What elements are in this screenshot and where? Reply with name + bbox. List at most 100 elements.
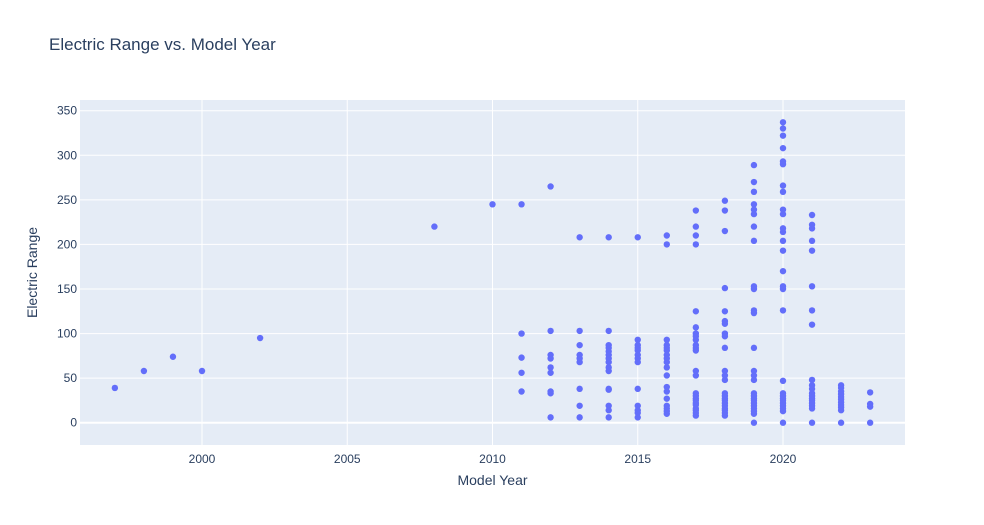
data-point [576, 341, 583, 349]
data-point [779, 377, 787, 385]
data-point [779, 237, 787, 245]
data-point [256, 334, 264, 342]
data-point [779, 144, 787, 152]
data-point [808, 385, 816, 393]
x-tick-label: 2000 [189, 452, 216, 466]
x-tick-label: 2010 [479, 452, 506, 466]
data-point [692, 223, 700, 230]
data-point [808, 247, 816, 254]
data-point [808, 307, 816, 314]
data-point [605, 402, 612, 409]
data-point [750, 206, 758, 213]
y-tick-label: 350 [57, 104, 77, 118]
data-point [489, 201, 496, 208]
y-tick-label: 100 [57, 327, 77, 341]
data-point [663, 388, 670, 395]
data-point [692, 412, 700, 419]
data-point [111, 384, 119, 392]
data-points [111, 119, 874, 426]
y-axis-title: Electric Range [24, 227, 40, 318]
data-point [721, 372, 729, 379]
data-point [663, 358, 670, 366]
data-point [750, 344, 758, 352]
data-point [779, 210, 787, 218]
data-point [692, 207, 700, 214]
data-point [750, 161, 758, 169]
data-point [692, 367, 700, 375]
data-point [547, 364, 554, 371]
data-point [779, 160, 787, 168]
data-point [547, 414, 554, 421]
data-point [779, 119, 787, 126]
y-axis-ticks: 0 50 100 150 200 250 300 350 [57, 104, 77, 430]
data-point [663, 241, 670, 248]
data-point [779, 182, 787, 189]
data-point [692, 232, 700, 239]
y-tick-label: 150 [57, 282, 77, 296]
data-point [605, 386, 612, 393]
data-point [779, 206, 787, 213]
data-point [634, 336, 641, 344]
data-point [605, 414, 612, 421]
data-point [547, 355, 554, 362]
data-point [721, 197, 729, 204]
data-point [779, 228, 787, 236]
data-point [721, 320, 729, 327]
data-point [663, 383, 670, 391]
data-point [634, 409, 641, 417]
data-point [605, 358, 612, 366]
data-point [518, 330, 525, 337]
data-point [750, 419, 758, 426]
x-tick-label: 2020 [770, 452, 797, 466]
data-point [721, 412, 729, 419]
data-point [663, 395, 670, 402]
chart-title: Electric Range vs. Model Year [49, 35, 276, 54]
data-point [750, 285, 758, 293]
data-point [779, 267, 787, 275]
data-point [721, 227, 729, 235]
data-point [750, 410, 758, 417]
data-point [518, 369, 525, 376]
data-point [692, 308, 700, 315]
data-point [750, 223, 758, 230]
data-point [518, 201, 525, 208]
data-point [692, 324, 700, 331]
data-point [866, 389, 874, 396]
data-point [808, 225, 816, 232]
x-tick-label: 2015 [624, 452, 651, 466]
data-point [663, 232, 670, 239]
data-point [692, 372, 700, 379]
data-point [750, 309, 758, 317]
data-point [576, 414, 583, 421]
data-point [518, 388, 525, 395]
x-axis-ticks: 2000 2005 2010 2015 2020 [189, 452, 797, 466]
data-point [547, 183, 554, 190]
data-point [576, 327, 583, 335]
data-point [576, 358, 583, 366]
data-point [837, 407, 845, 414]
data-point [663, 347, 670, 354]
data-point [198, 367, 206, 375]
data-point [663, 336, 670, 344]
data-point [634, 347, 641, 354]
data-point [808, 283, 816, 290]
data-point [605, 367, 612, 375]
data-point [808, 405, 816, 412]
y-tick-label: 200 [57, 237, 77, 251]
gridlines [80, 100, 905, 445]
data-point [750, 376, 758, 384]
data-point [721, 367, 729, 375]
data-point [431, 223, 438, 230]
data-point [634, 234, 641, 241]
y-tick-label: 250 [57, 193, 77, 207]
data-point [808, 321, 816, 328]
data-point [750, 188, 758, 196]
data-point [750, 367, 758, 375]
data-point [866, 403, 874, 410]
data-point [779, 285, 787, 293]
data-point [692, 336, 700, 344]
data-point [721, 308, 729, 315]
data-point [605, 407, 612, 414]
data-point [721, 376, 729, 384]
